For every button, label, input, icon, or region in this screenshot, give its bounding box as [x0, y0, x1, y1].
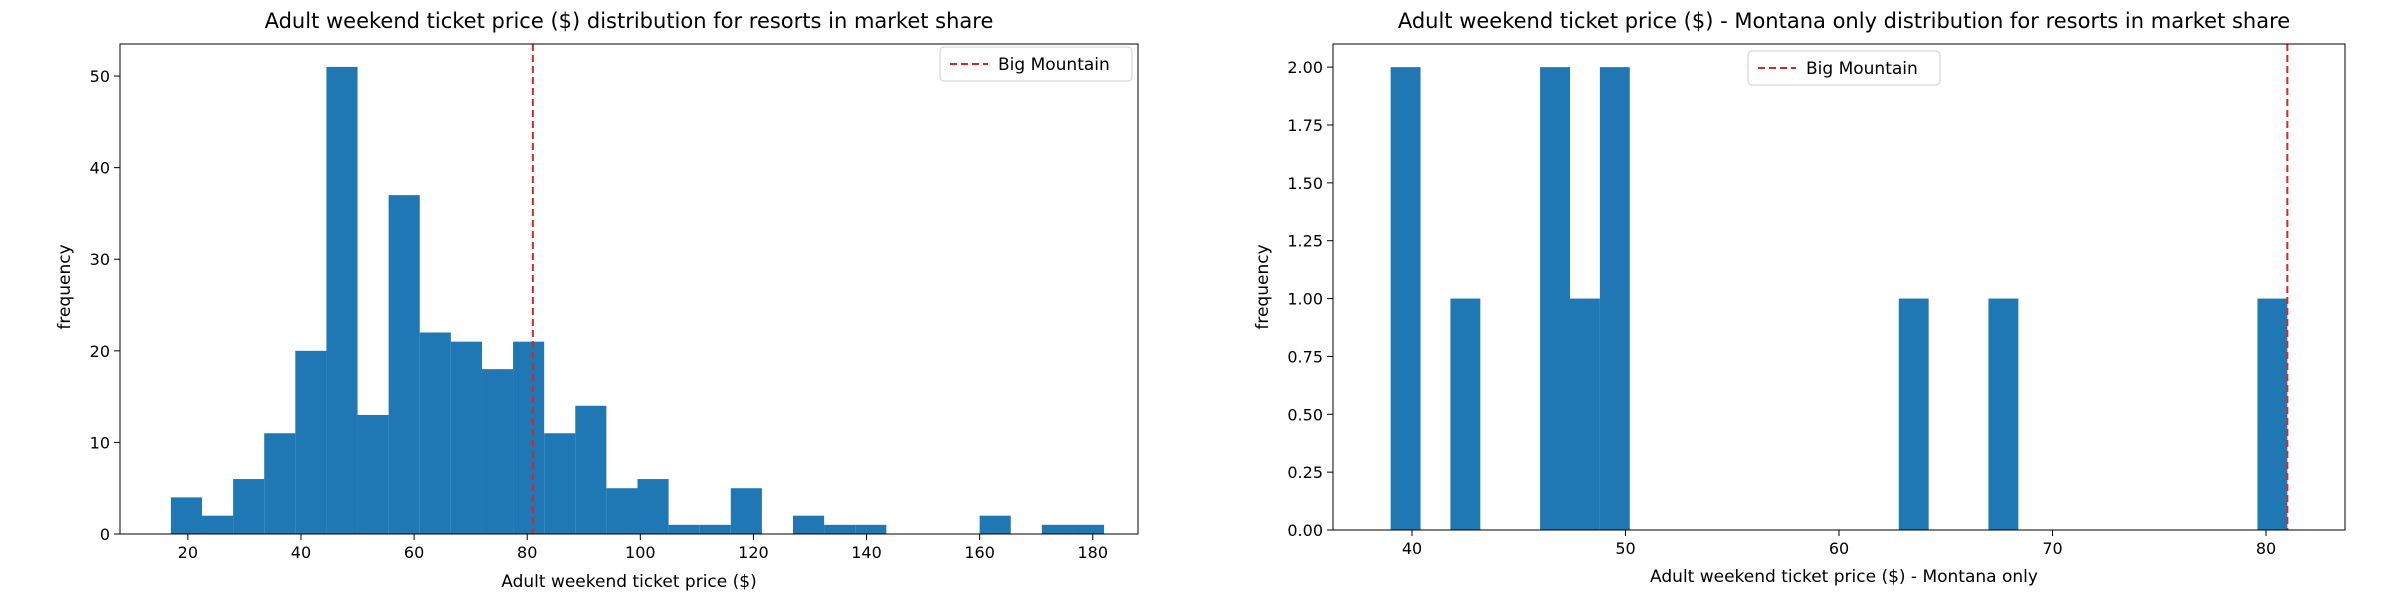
y-tick-label: 1.75 — [1287, 116, 1323, 135]
y-axis-ticks: 0.00 0.25 0.50 0.75 1.00 1.25 1.50 1.75 2.00 — [1287, 58, 1333, 540]
histogram-bar — [481, 369, 514, 534]
histogram-bar — [979, 515, 1011, 534]
y-tick-label: 20 — [90, 342, 110, 361]
y-axis-label: frequency — [1253, 244, 1273, 329]
y-tick-label: 0 — [100, 525, 110, 544]
legend-box — [939, 46, 1133, 82]
x-tick-label: 120 — [738, 543, 769, 562]
histogram-bar — [1390, 67, 1421, 530]
x-tick-label: 70 — [2042, 539, 2062, 558]
x-tick-label: 80 — [517, 543, 537, 562]
histogram-bar — [1599, 67, 1630, 530]
x-tick-label: 100 — [625, 543, 656, 562]
histogram-bar — [730, 488, 762, 534]
histogram-bar — [1041, 524, 1073, 534]
x-tick-label: 60 — [404, 543, 424, 562]
histogram-bar — [575, 405, 607, 534]
histogram-bar — [699, 524, 731, 534]
histogram-bar — [855, 524, 887, 534]
y-tick-label: 50 — [90, 67, 110, 86]
histogram-bar — [233, 479, 265, 534]
x-axis-ticks: 40 50 60 70 80 — [1402, 530, 2276, 558]
y-tick-label: 10 — [90, 433, 110, 452]
y-tick-label: 0.00 — [1287, 521, 1323, 540]
y-tick-label: 0.75 — [1287, 347, 1323, 366]
histogram-bar — [668, 524, 700, 534]
x-axis-label: Adult weekend ticket price ($) - Montana… — [1650, 567, 2038, 587]
x-tick-label: 80 — [2256, 539, 2276, 558]
y-tick-label: 30 — [90, 250, 110, 269]
x-tick-label: 50 — [1615, 539, 1635, 558]
histogram-bar — [1898, 298, 1929, 530]
y-tick-label: 0.25 — [1287, 463, 1323, 482]
plot-area-frame — [119, 43, 1139, 535]
y-tick-label: 1.25 — [1287, 232, 1323, 251]
y-tick-label: 1.50 — [1287, 174, 1323, 193]
x-tick-label: 180 — [1077, 543, 1108, 562]
histogram-chart-montana: Adult weekend ticket price ($) - Montana… — [1253, 9, 2346, 587]
plot-area-frame — [1332, 43, 2346, 531]
histogram-bar — [513, 341, 545, 534]
histogram-bar — [295, 350, 327, 534]
legend-box — [1747, 50, 1941, 86]
histogram-bar — [544, 433, 576, 534]
legend: Big Mountain — [1747, 50, 1941, 86]
y-tick-label: 40 — [90, 159, 110, 178]
histogram-bar — [1072, 524, 1105, 534]
bars — [170, 66, 1105, 535]
y-axis-ticks: 0 10 20 30 40 50 — [90, 67, 120, 544]
histogram-bar — [2257, 298, 2288, 530]
chart-title: Adult weekend ticket price ($) - Montana… — [1398, 9, 2290, 33]
y-tick-label: 2.00 — [1287, 58, 1323, 77]
histogram-bar — [170, 497, 203, 534]
histogram-bar — [264, 433, 296, 534]
chart-title: Adult weekend ticket price ($) distribut… — [265, 9, 994, 33]
x-tick-label: 40 — [1402, 539, 1422, 558]
histogram-bar — [637, 479, 669, 534]
histogram-bar — [606, 488, 638, 534]
histogram-bar — [357, 414, 389, 534]
histogram-bar — [419, 332, 451, 534]
bars — [1390, 67, 2288, 530]
x-tick-label: 140 — [851, 543, 882, 562]
x-tick-label: 20 — [178, 543, 198, 562]
x-tick-label: 40 — [291, 543, 311, 562]
legend-label-big-mountain: Big Mountain — [998, 55, 1110, 75]
x-axis-label: Adult weekend ticket price ($) — [501, 572, 756, 592]
x-tick-label: 60 — [1829, 539, 1849, 558]
y-tick-label: 0.50 — [1287, 405, 1323, 424]
legend-label-big-mountain: Big Mountain — [1806, 59, 1918, 79]
y-axis-label: frequency — [55, 244, 75, 329]
histogram-bar — [793, 515, 825, 534]
histogram-chart-all-resorts: Adult weekend ticket price ($) distribut… — [55, 9, 1139, 592]
x-axis-ticks: 20 40 60 80 100 120 140 160 180 — [178, 534, 1108, 562]
histogram-bar — [824, 524, 856, 534]
x-tick-label: 160 — [964, 543, 995, 562]
legend: Big Mountain — [939, 46, 1133, 82]
y-tick-label: 1.00 — [1287, 290, 1323, 309]
histogram-bar — [202, 515, 234, 534]
histogram-bar — [1569, 298, 1600, 530]
histogram-bar — [326, 66, 358, 535]
histogram-bar — [1988, 298, 2019, 530]
histogram-bar — [388, 195, 420, 534]
histogram-bar — [1540, 67, 1570, 530]
histogram-bar — [1450, 298, 1481, 530]
histogram-bar — [450, 341, 482, 534]
